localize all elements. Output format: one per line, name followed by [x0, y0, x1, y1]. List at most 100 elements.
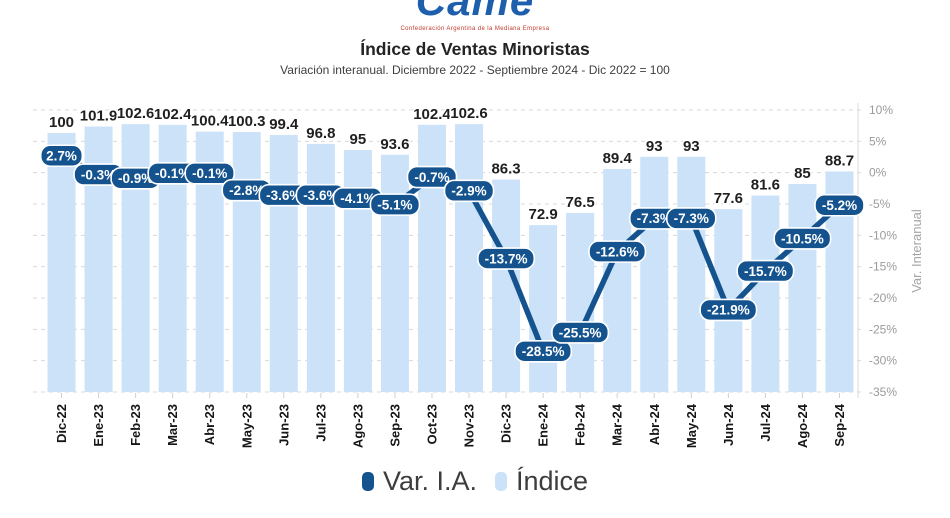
- index-bar: [47, 133, 76, 392]
- svg-text:-7.3%: -7.3%: [637, 211, 672, 226]
- bar-value-label: 81.6: [751, 177, 780, 194]
- bar-value-label: 88.7: [825, 152, 854, 169]
- bar-value-label: 72.9: [529, 206, 558, 223]
- index-bar: [677, 156, 706, 392]
- x-axis-label: Jul-24: [758, 403, 773, 441]
- index-bar: [232, 131, 261, 393]
- svg-text:-0.1%: -0.1%: [155, 166, 190, 181]
- x-axis-label: Nov-23: [462, 404, 477, 447]
- x-axis-label: Feb-24: [573, 403, 588, 446]
- x-axis-label: Sep-24: [832, 403, 847, 446]
- bar-value-label: 100: [49, 114, 74, 131]
- bar-value-label: 76.5: [566, 194, 595, 211]
- bar-value-label: 100.3: [228, 113, 266, 130]
- legend-swatch-var-ia: [361, 472, 374, 491]
- svg-text:2.7%: 2.7%: [46, 149, 77, 164]
- x-axis-label: Mar-24: [610, 403, 625, 446]
- svg-text:-10.5%: -10.5%: [781, 231, 824, 246]
- svg-text:-7.3%: -7.3%: [674, 211, 709, 226]
- came-logo: Came Confederación Argentina de la Media…: [0, 0, 950, 32]
- x-axis-label: May-24: [684, 403, 699, 448]
- came-logo-tagline: Confederación Argentina de la Mediana Em…: [400, 26, 550, 32]
- svg-text:-0.9%: -0.9%: [118, 171, 153, 186]
- svg-text:-2.8%: -2.8%: [229, 183, 264, 198]
- svg-text:-12.6%: -12.6%: [596, 244, 639, 259]
- x-axis-label: Sep-23: [387, 404, 402, 447]
- svg-text:-3.6%: -3.6%: [266, 188, 301, 203]
- line-value-label: -13.7%: [477, 247, 536, 270]
- bar-value-label: 93.6: [380, 136, 409, 153]
- index-bar: [380, 154, 409, 392]
- x-axis-label: Jul-23: [313, 404, 328, 442]
- line-value-label: -2.9%: [443, 179, 495, 203]
- svg-text:-3.6%: -3.6%: [303, 188, 338, 203]
- right-axis-tick-label: -35%: [869, 385, 897, 399]
- bar-value-label: 102.4: [413, 106, 451, 123]
- line-value-label: -15.7%: [736, 259, 795, 283]
- legend-label-var-ia: Var. I.A.: [382, 466, 477, 496]
- bar-value-label: 100.4: [191, 113, 229, 130]
- index-bar: [529, 225, 558, 392]
- x-axis-label: Dic-22: [54, 404, 69, 443]
- index-bar: [306, 143, 335, 392]
- svg-text:-25.5%: -25.5%: [559, 325, 602, 340]
- bar-value-label: 77.6: [714, 190, 743, 207]
- x-axis-label: Jun-23: [276, 404, 291, 446]
- x-axis-label: Ene-23: [91, 404, 106, 447]
- bar-value-label: 86.3: [491, 161, 520, 178]
- legend-item-var-ia: Var. I.A.: [361, 466, 477, 497]
- x-axis-label: Abr-24: [647, 403, 662, 445]
- bar-value-label: 102.6: [450, 105, 488, 122]
- line-value-label: -0.7%: [406, 165, 458, 189]
- right-axis-tick-label: -20%: [869, 291, 897, 305]
- svg-text:-28.5%: -28.5%: [522, 344, 565, 359]
- line-value-label: -10.5%: [773, 227, 832, 250]
- svg-text:-13.7%: -13.7%: [485, 251, 528, 266]
- bar-value-label: 93: [683, 138, 700, 155]
- x-axis-label: Abr-23: [202, 404, 217, 445]
- x-axis-label: Ene-24: [536, 403, 551, 446]
- x-axis-label: Mar-23: [165, 404, 180, 446]
- svg-text:-0.3%: -0.3%: [81, 167, 116, 182]
- right-axis-tick-label: -5%: [869, 197, 891, 211]
- x-axis-label: Ago-24: [795, 403, 810, 448]
- bar-value-label: 95: [350, 131, 367, 148]
- svg-text:-5.1%: -5.1%: [377, 197, 412, 212]
- legend-swatch-indice: [494, 472, 507, 491]
- line-value-label: -3.6%: [258, 183, 310, 207]
- index-bar: [751, 195, 780, 392]
- svg-text:-5.2%: -5.2%: [822, 198, 857, 213]
- line-value-label: -5.2%: [814, 193, 865, 217]
- svg-text:-15.7%: -15.7%: [744, 264, 787, 279]
- chart-title: Índice de Ventas Minoristas: [360, 39, 590, 59]
- index-bar: [640, 156, 669, 392]
- right-axis-tick-label: 0%: [869, 166, 887, 180]
- svg-text:-0.1%: -0.1%: [192, 166, 227, 181]
- chart-legend: Var. I.A. Índice: [0, 466, 950, 497]
- line-value-label: -21.9%: [699, 298, 758, 322]
- chart-canvas: 10% 5% 0% -5% -10% -15% -20% -25% -30% -35% Var. I…: [33, 103, 924, 448]
- came-logo-wordmark-clip: Came: [0, 0, 950, 24]
- line-value-label: -7.3%: [628, 207, 680, 230]
- index-bar: [269, 135, 298, 392]
- svg-text:-21.9%: -21.9%: [707, 303, 750, 318]
- right-axis-tick-label: 5%: [869, 134, 887, 148]
- right-axis-tick-label: -30%: [869, 354, 897, 368]
- line-value-label: -28.5%: [514, 339, 573, 363]
- x-axis-label: Oct-23: [424, 404, 439, 444]
- right-axis-tick-label: -10%: [869, 228, 897, 242]
- bar-value-label: 85: [794, 165, 811, 182]
- bar-value-label: 96.8: [306, 125, 335, 142]
- bar-value-label: 101.9: [80, 108, 118, 125]
- index-bar: [566, 212, 595, 392]
- bar-value-label: 89.4: [603, 150, 633, 167]
- came-logo-wordmark: Came: [415, 0, 535, 24]
- bar-value-label: 93: [646, 138, 663, 155]
- bar-value-label: 102.6: [117, 105, 155, 122]
- index-bar: [417, 124, 446, 392]
- svg-text:-2.9%: -2.9%: [451, 184, 486, 199]
- line-value-label: -12.6%: [588, 240, 647, 263]
- bar-value-label: 99.4: [269, 116, 299, 133]
- svg-text:-0.7%: -0.7%: [414, 170, 449, 185]
- line-value-label: -7.3%: [665, 207, 717, 230]
